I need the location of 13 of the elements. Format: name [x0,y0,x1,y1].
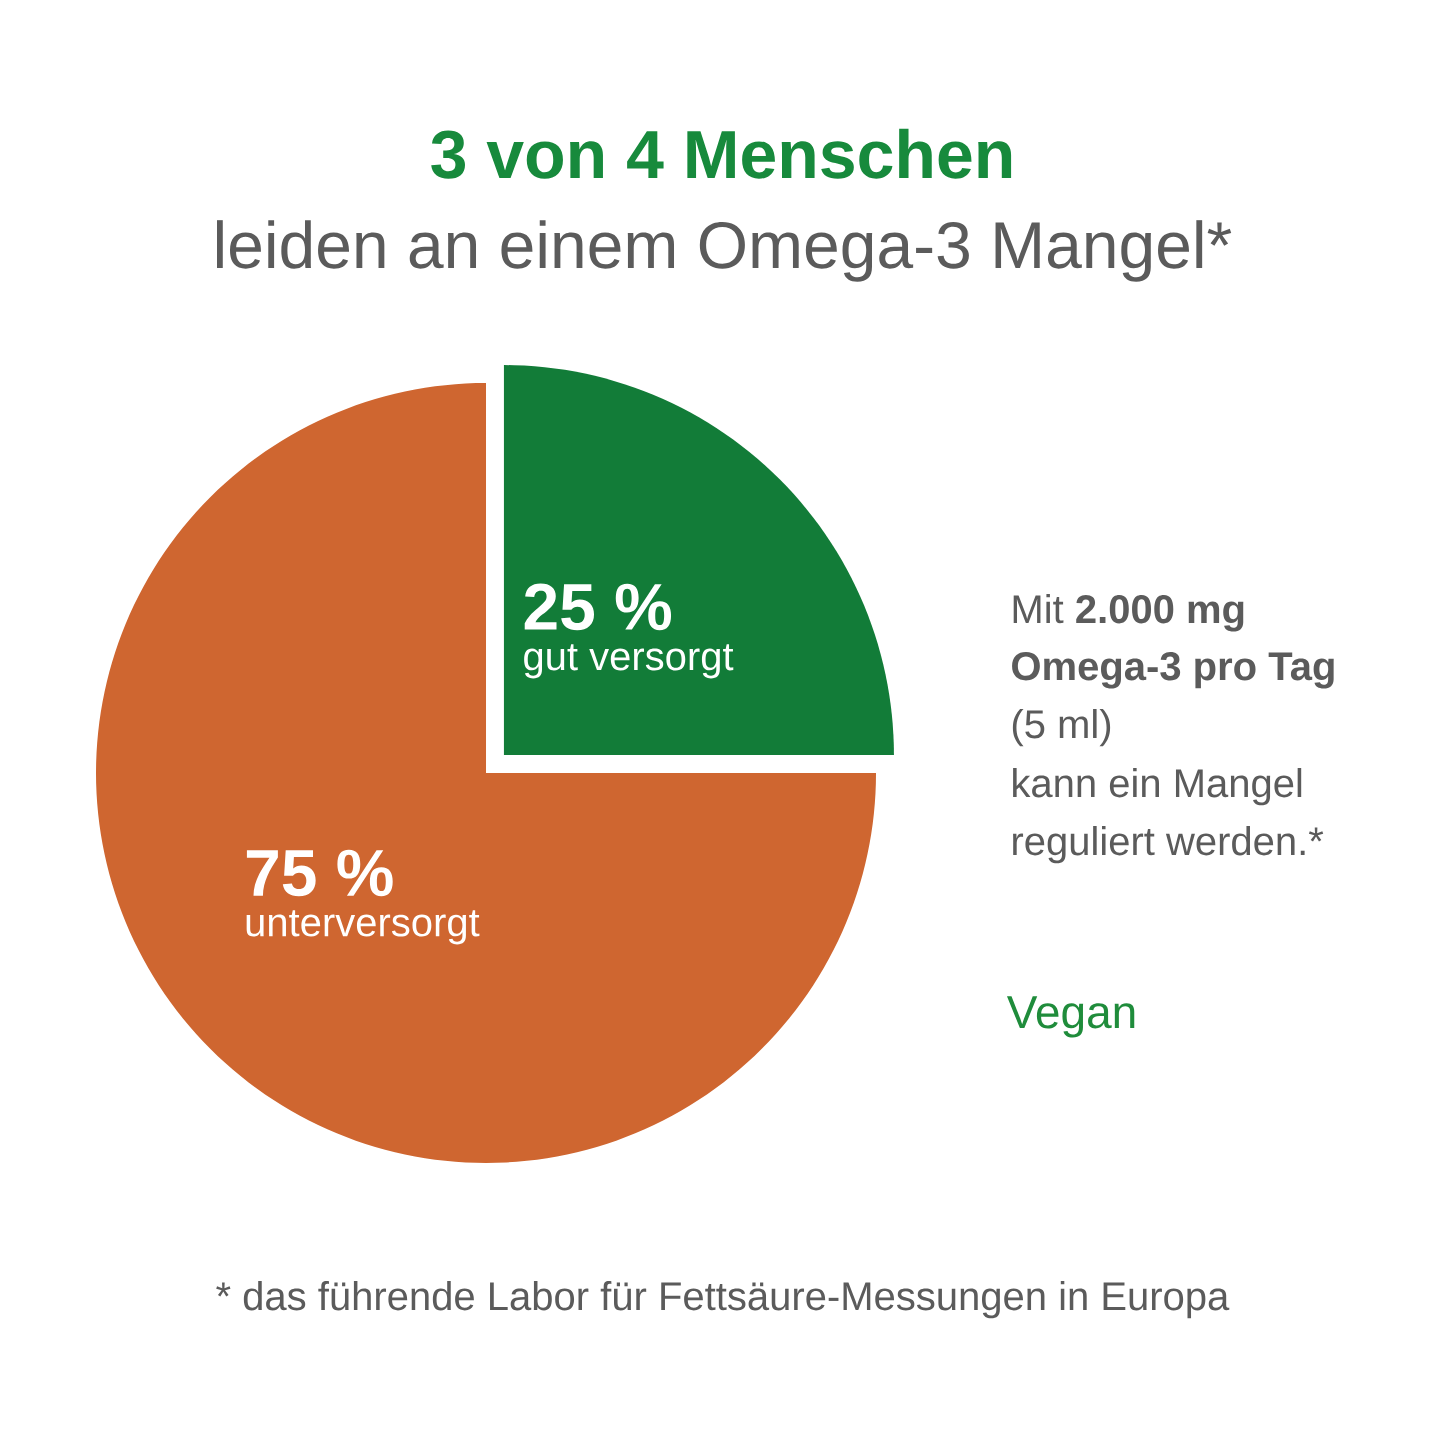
text: * das führende Labor für Fettsäure-Messungen in Europa [216,1281,1230,1319]
slice-label: unterversorgt [246,910,480,945]
text: reguliert werden.* [1013,825,1324,864]
data-label: 25 % [524,583,672,631]
chart-subtitle: leiden an einem Omega-3 Mangel* [216,220,1232,282]
text: (5 ml) [1012,708,1111,747]
data-label: 75 % [246,849,393,897]
text: kann ein Mangel [1013,767,1302,806]
text: Vegan [1006,996,1135,1038]
text: Mit 2.000 mg [1013,593,1244,632]
chart-title: 3 von 4 Menschen [431,128,1012,179]
text: Omega-3 pro Tag [1012,652,1334,689]
slice-label: gut versorgt [524,644,734,679]
